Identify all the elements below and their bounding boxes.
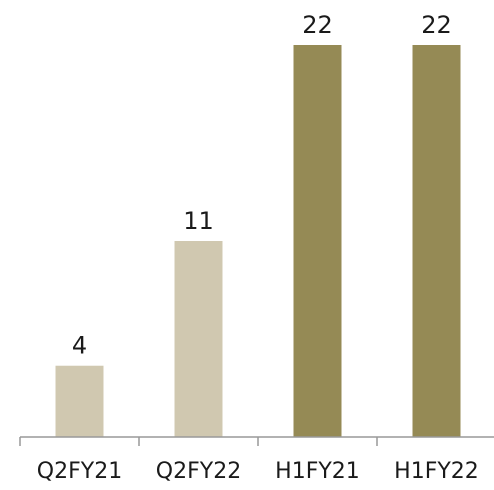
bar-q2fy21: [55, 365, 104, 437]
tick-label-q2fy22: Q2FY22: [156, 459, 241, 484]
bar-h1fy21: [293, 45, 342, 437]
data-label-q2fy22: 11: [183, 207, 214, 235]
bar-h1fy22: [412, 45, 461, 437]
tick-label-h1fy22: H1FY22: [394, 459, 479, 484]
data-labels-layer: 4 11 22 22: [72, 11, 452, 360]
data-label-h1fy22: 22: [421, 11, 452, 39]
data-label-q2fy21: 4: [72, 332, 87, 360]
bars-layer: [55, 45, 461, 437]
x-axis-ticks: [19, 437, 378, 446]
tick-label-h1fy21: H1FY21: [275, 459, 360, 484]
data-label-h1fy21: 22: [302, 11, 333, 39]
bar-q2fy22: [174, 241, 223, 437]
x-axis-tick-labels: Q2FY21 Q2FY22 H1FY21 H1FY22: [37, 459, 479, 484]
tick-label-q2fy21: Q2FY21: [37, 459, 122, 484]
